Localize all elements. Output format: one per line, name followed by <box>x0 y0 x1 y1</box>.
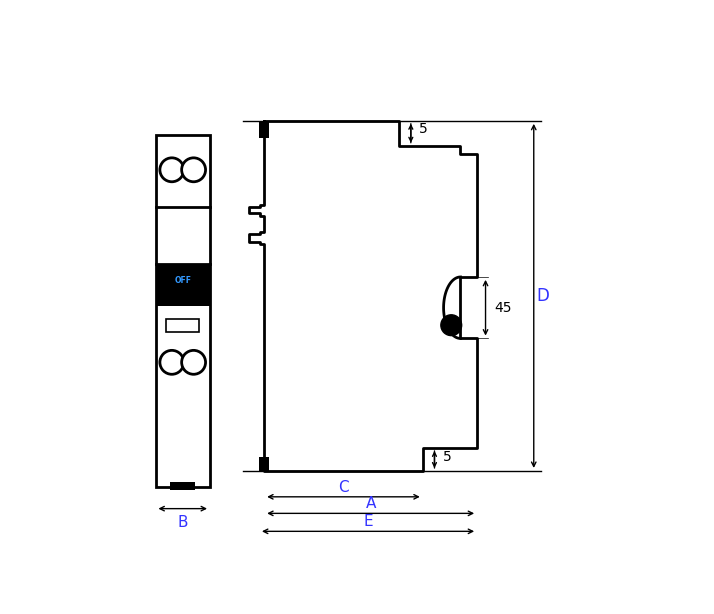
Text: 45: 45 <box>494 301 511 315</box>
Text: E: E <box>363 515 373 529</box>
Bar <box>259 121 269 138</box>
Circle shape <box>441 315 462 336</box>
Bar <box>156 297 210 306</box>
Bar <box>156 135 210 488</box>
Bar <box>259 457 269 471</box>
Circle shape <box>160 158 183 182</box>
Text: A: A <box>366 496 376 511</box>
Circle shape <box>181 158 206 182</box>
Text: 5: 5 <box>443 449 452 464</box>
Text: 5: 5 <box>419 122 428 136</box>
Text: OFF: OFF <box>174 276 191 285</box>
Text: D: D <box>537 287 550 305</box>
Circle shape <box>181 351 206 375</box>
Bar <box>166 271 199 290</box>
Text: C: C <box>338 480 348 495</box>
Bar <box>166 319 199 332</box>
Bar <box>156 263 210 297</box>
Text: B: B <box>178 515 188 530</box>
Circle shape <box>160 351 183 375</box>
Bar <box>171 482 195 490</box>
